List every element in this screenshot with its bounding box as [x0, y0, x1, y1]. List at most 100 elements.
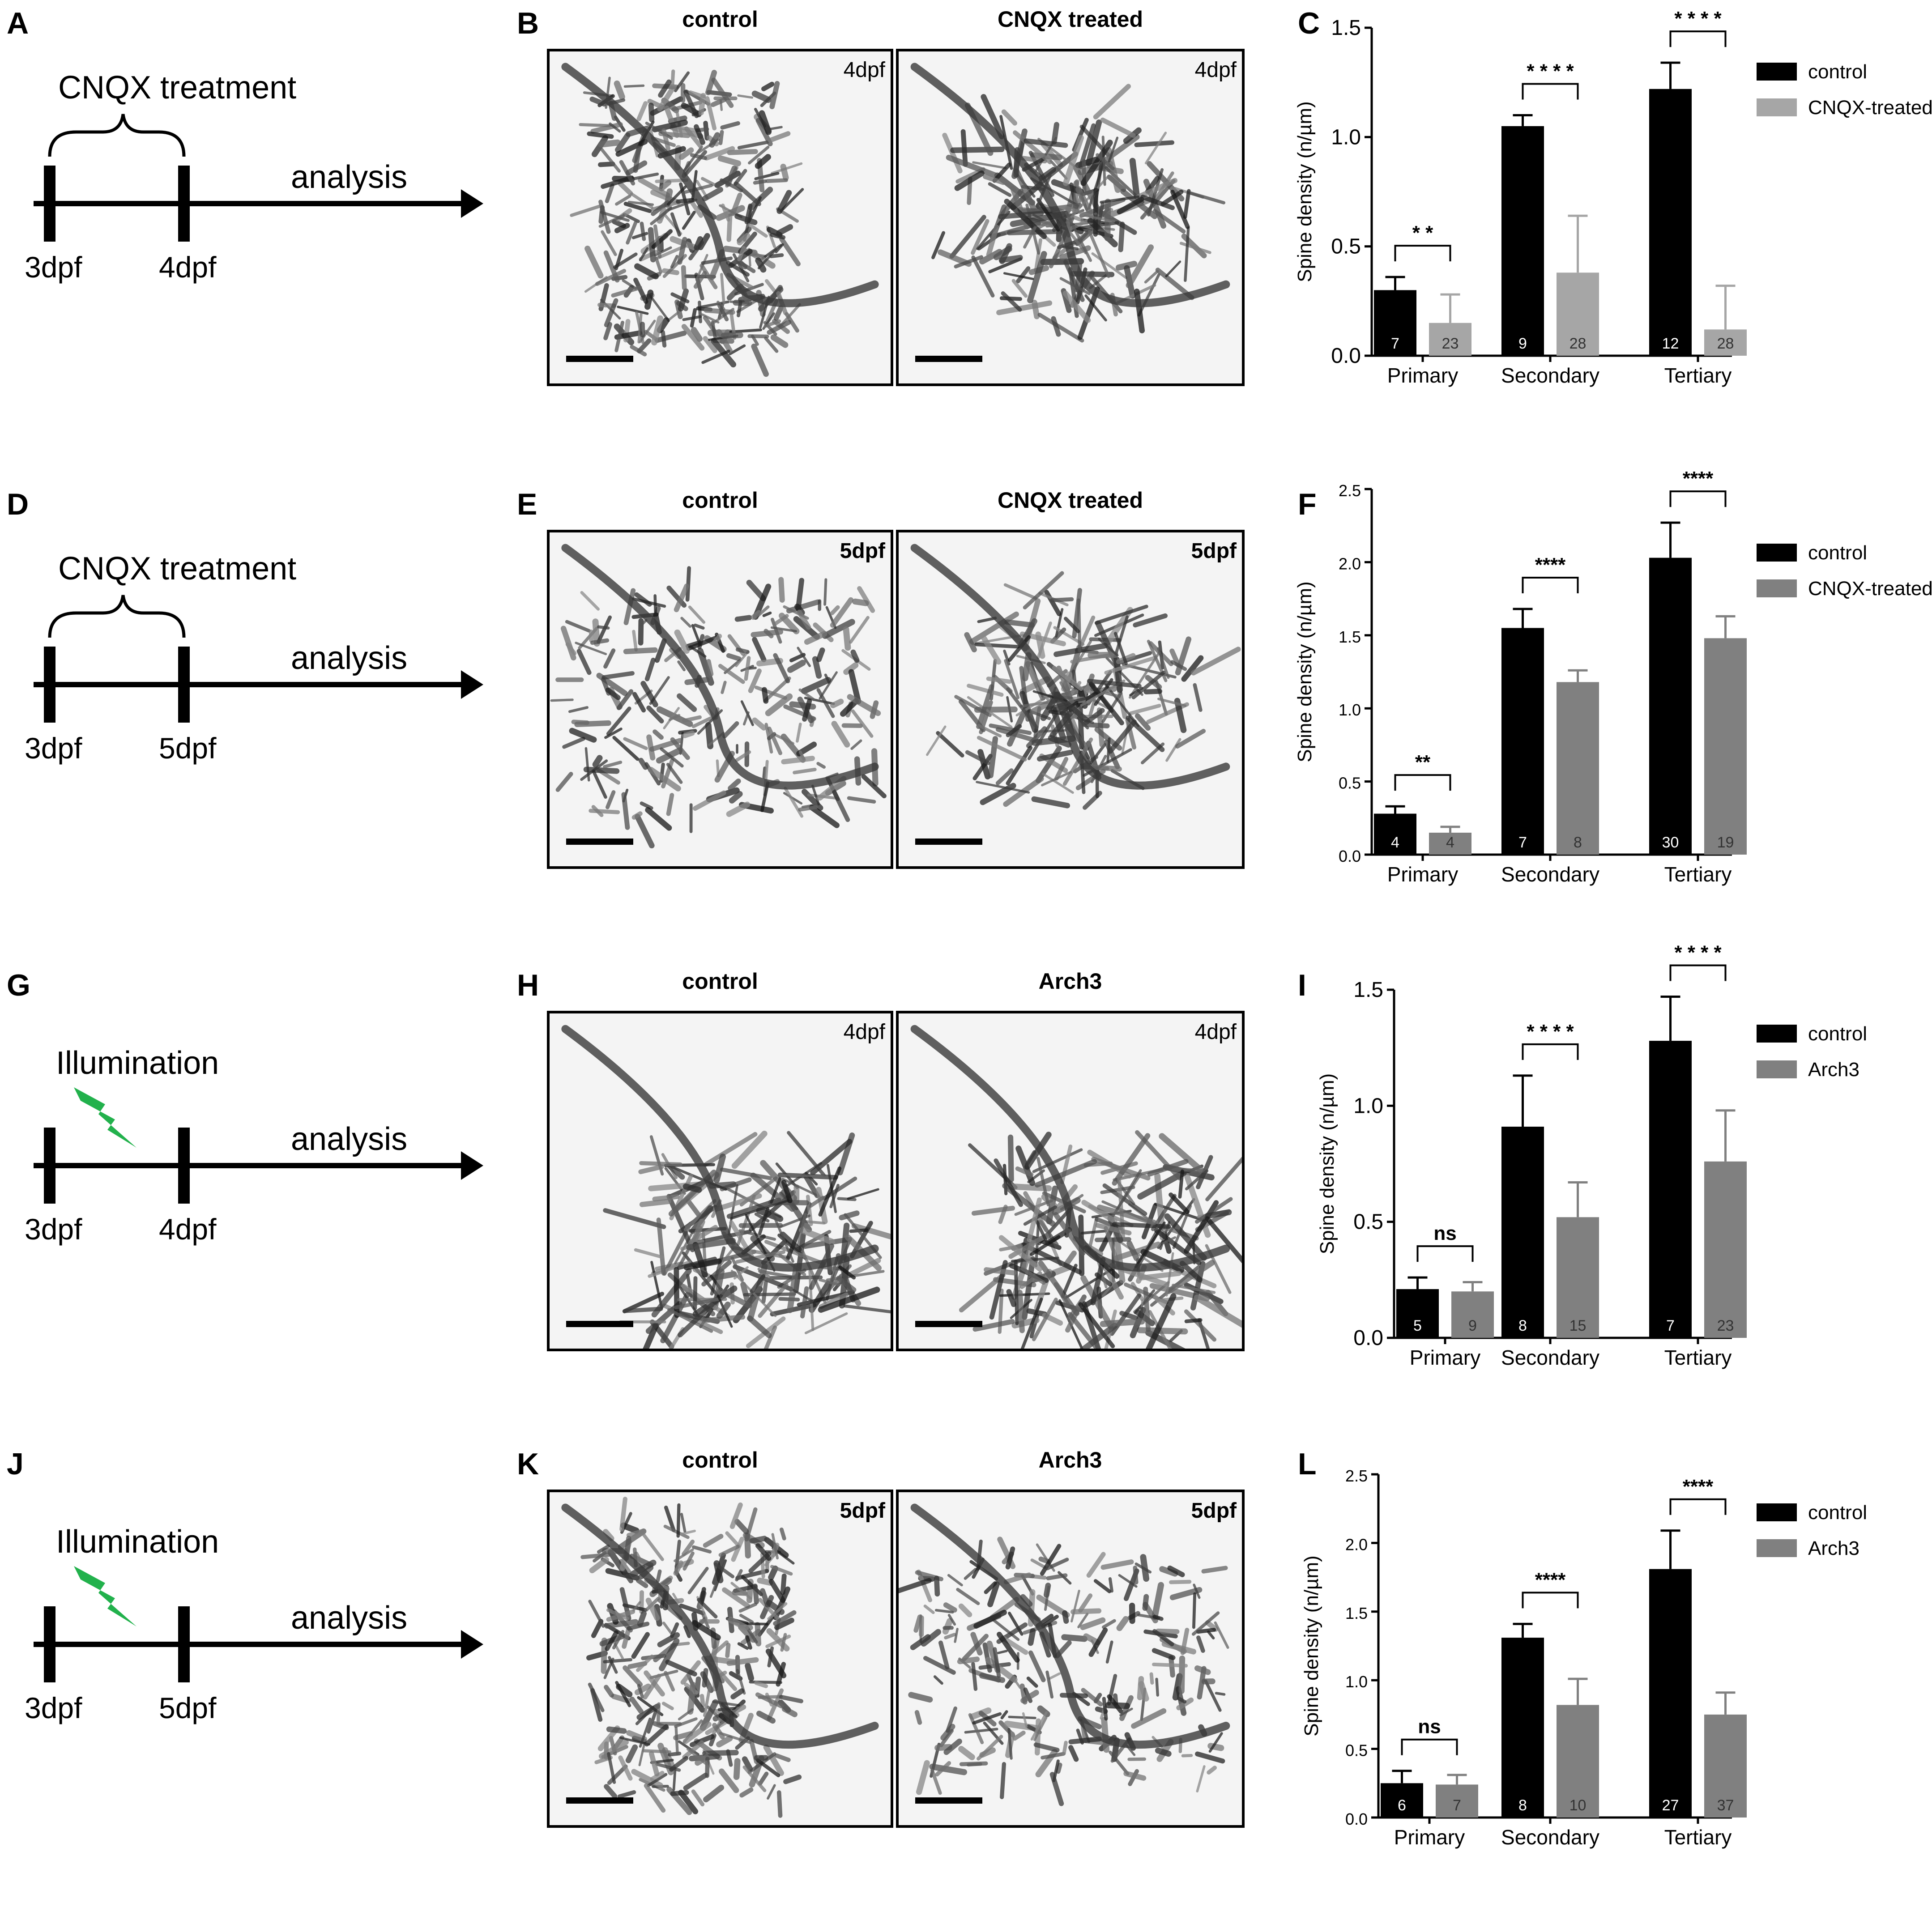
dendrite-stroke	[937, 1578, 938, 1594]
illumination-label: Illumination	[56, 1524, 219, 1560]
dendrite-stroke	[1084, 724, 1107, 726]
dendrite-stroke	[961, 1763, 986, 1764]
significance-bracket	[1671, 31, 1726, 47]
micrograph-0: control 5dpf	[548, 488, 892, 868]
sample-size-label: 4	[1391, 834, 1399, 851]
arrowhead-icon	[461, 1630, 483, 1659]
micrograph-title: control	[682, 7, 758, 32]
sample-size-label: 8	[1574, 834, 1582, 851]
y-tick-label: 1.5	[1353, 978, 1383, 1002]
lightning-bolt-icon	[74, 1566, 136, 1626]
x-tick-label: Primary	[1387, 863, 1458, 886]
dendrite-stroke	[708, 92, 729, 94]
dendrite-stroke	[701, 96, 704, 113]
treatment-label: CNQX treatment	[58, 551, 296, 587]
stage-label: 4dpf	[844, 1020, 886, 1044]
significance-label: ****	[1683, 1476, 1714, 1498]
analysis-label: analysis	[291, 1600, 407, 1636]
scale-bar	[915, 1797, 982, 1804]
sample-size-label: 8	[1518, 1317, 1527, 1334]
y-tick-label: 0.5	[1331, 235, 1361, 259]
significance-bracket	[1671, 966, 1726, 981]
y-tick-label: 2.5	[1339, 481, 1361, 500]
dendrite-stroke	[758, 1625, 759, 1643]
dendrite-stroke	[1157, 1679, 1158, 1695]
scale-bar	[915, 839, 982, 845]
sample-size-label: 27	[1662, 1797, 1679, 1814]
significance-bracket	[1671, 491, 1726, 507]
dendrite-stroke	[839, 1199, 855, 1200]
dendrite-stroke	[1110, 1579, 1112, 1591]
dendrite-stroke	[855, 601, 866, 603]
dendrite-stroke	[1065, 1613, 1066, 1621]
dendrite-stroke	[1104, 1698, 1106, 1719]
dendrite-stroke	[846, 630, 848, 648]
tick-end	[178, 1606, 190, 1682]
dendrite-stroke	[833, 702, 841, 706]
sample-size-label: 7	[1518, 834, 1527, 851]
bar	[1704, 638, 1747, 855]
micrograph-background	[897, 1491, 1243, 1826]
scale-bar	[566, 1321, 633, 1327]
y-tick-label: 0.0	[1331, 344, 1361, 368]
significance-label: * * * *	[1527, 60, 1574, 82]
stage-label: 5dpf	[1191, 1499, 1237, 1523]
arrowhead-icon	[461, 189, 483, 218]
legend-swatch	[1757, 544, 1797, 562]
stage-label: 5dpf	[840, 1499, 886, 1523]
sample-size-label: 23	[1717, 1317, 1734, 1334]
dendrite-stroke	[634, 813, 640, 817]
dendrite-stroke	[783, 166, 786, 178]
dendrite-stroke	[648, 293, 651, 307]
dendrite-stroke	[685, 733, 692, 736]
dendrite-stroke	[783, 1576, 784, 1592]
dendrite-stroke	[690, 1685, 693, 1712]
tick-end	[178, 1128, 190, 1204]
stage-label: 5dpf	[840, 539, 886, 563]
sample-size-label: 28	[1717, 335, 1734, 352]
significance-bracket	[1418, 1246, 1473, 1262]
y-tick-label: 2.0	[1345, 1535, 1368, 1554]
sample-size-label: 19	[1717, 834, 1734, 851]
dendrite-stroke	[641, 1163, 680, 1165]
panel-label: H	[517, 968, 539, 1002]
dendrite-stroke	[953, 149, 1002, 150]
dendrite-stroke	[917, 1712, 920, 1723]
stage-label: 4dpf	[1195, 58, 1237, 82]
y-axis-label: Spine density (n/µm)	[1294, 581, 1316, 762]
start-label: 3dpf	[25, 732, 82, 765]
dendrite-stroke	[586, 770, 617, 771]
y-axis-label: Spine density (n/µm)	[1316, 1073, 1338, 1254]
dendrite-stroke	[595, 758, 599, 765]
legend-label: CNQX-treated	[1808, 578, 1932, 600]
panel-label: G	[7, 968, 30, 1002]
dendrite-stroke	[708, 661, 711, 674]
dendrite-stroke	[1136, 143, 1172, 145]
x-tick-label: Secondary	[1501, 863, 1599, 886]
dendrite-stroke	[1103, 1321, 1142, 1324]
dendrite-stroke	[1091, 655, 1115, 656]
dendrite-stroke	[1121, 224, 1122, 250]
bar	[1704, 1162, 1747, 1338]
arrowhead-icon	[461, 1151, 483, 1180]
dendrite-stroke	[1158, 1750, 1169, 1754]
y-tick-label: 0.0	[1339, 847, 1361, 865]
micrograph-title: control	[682, 488, 758, 513]
legend-swatch	[1757, 1025, 1797, 1043]
y-tick-label: 0.5	[1353, 1210, 1383, 1234]
panel-label: D	[7, 487, 29, 521]
sample-size-label: 7	[1391, 335, 1399, 352]
stage-label: 5dpf	[1191, 539, 1237, 563]
dendrite-stroke	[1155, 1617, 1162, 1619]
dendrite-stroke	[976, 644, 1018, 647]
micrograph-title: control	[682, 969, 758, 994]
tick-start	[44, 1606, 55, 1682]
start-label: 3dpf	[25, 251, 82, 284]
dendrite-stroke	[780, 1175, 823, 1176]
tick-start	[44, 1128, 55, 1204]
legend-swatch	[1757, 1539, 1797, 1557]
